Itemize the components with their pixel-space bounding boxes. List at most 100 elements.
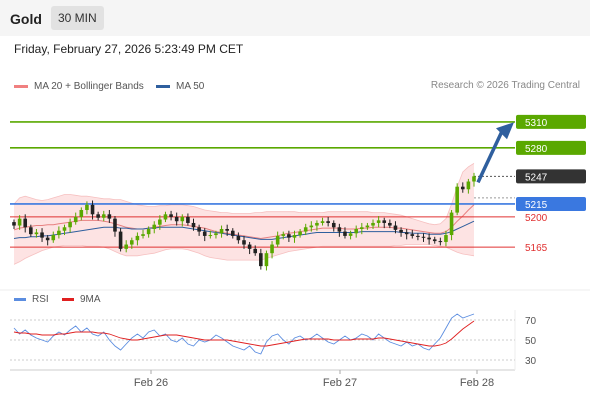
- candle-body: [393, 225, 398, 230]
- x-tick-label: Feb 26: [134, 377, 168, 389]
- candle-body: [348, 233, 353, 236]
- level-label-5165: 5165: [525, 243, 548, 254]
- candle-body: [230, 230, 235, 236]
- candle-body: [376, 220, 381, 223]
- level-label-5200: 5200: [525, 213, 548, 224]
- x-tick-label: Feb 27: [323, 377, 357, 389]
- candle-body: [354, 229, 358, 234]
- candle-body: [404, 232, 409, 235]
- candle-body: [472, 176, 476, 182]
- forecast-arrow-head: [496, 122, 514, 140]
- bollinger-upper-line: [13, 163, 475, 226]
- legend-rsi-label: RSI: [32, 294, 49, 305]
- candle-body: [331, 222, 336, 228]
- ma50-swatch: [156, 84, 170, 88]
- level-label-5247: 5247: [525, 172, 548, 183]
- candle-body: [73, 216, 78, 223]
- level-badge-5247: [516, 169, 586, 184]
- 9ma-swatch: [62, 298, 74, 301]
- candle-body: [113, 218, 117, 232]
- candle-body: [236, 235, 241, 241]
- header-bar: Gold 30 MIN: [0, 0, 590, 36]
- rsi-9ma-line: [13, 320, 475, 347]
- candle-body: [85, 204, 89, 210]
- candle-body: [427, 237, 431, 240]
- candle-body: [45, 237, 50, 241]
- instrument-title: Gold: [10, 11, 42, 27]
- candle-body: [371, 222, 375, 226]
- candle-body: [320, 221, 325, 223]
- candle-body: [101, 214, 106, 218]
- candle-body: [208, 235, 213, 237]
- candle-body: [68, 222, 72, 228]
- x-tick-label: Feb 28: [460, 377, 494, 389]
- candle-body: [315, 222, 319, 226]
- candle-body: [466, 181, 471, 190]
- level-badge-5310: [516, 114, 586, 129]
- rsi-tick-50: 50: [525, 336, 537, 347]
- timeframe-selector[interactable]: 30 MIN: [51, 6, 104, 30]
- candle-body: [444, 235, 448, 242]
- candle-body: [410, 234, 415, 236]
- rsi-tick-70: 70: [525, 316, 537, 327]
- candle-body: [309, 225, 314, 228]
- candle-body: [416, 235, 420, 237]
- candle-body: [135, 235, 140, 241]
- candle-body: [360, 227, 364, 229]
- candle-body: [118, 231, 123, 249]
- candle-body: [79, 210, 84, 217]
- candle-body: [264, 253, 269, 267]
- forecast-arrow-shaft: [476, 130, 504, 184]
- candle-body: [247, 244, 252, 249]
- legend-9ma: 9MA: [62, 294, 101, 305]
- candle-body: [141, 234, 145, 236]
- candle-body: [303, 227, 308, 232]
- candle-body: [259, 253, 263, 267]
- research-credit: Research © 2026 Trading Central: [430, 80, 580, 91]
- legend-rsi: RSI: [14, 294, 49, 305]
- candle-body: [365, 225, 370, 228]
- candle-body: [202, 231, 207, 236]
- candle-body: [163, 214, 168, 220]
- candle-body: [253, 248, 258, 254]
- legend-bollinger-label: MA 20 + Bollinger Bands: [34, 80, 144, 92]
- ma20-line: [13, 204, 475, 240]
- chart-datetime: Friday, February 27, 2026 5:23:49 PM CET: [14, 42, 244, 56]
- legend-ma50-label: MA 50: [176, 80, 205, 92]
- candle-body: [214, 233, 218, 236]
- legend-9ma-label: 9MA: [80, 294, 101, 305]
- candle-body: [124, 244, 128, 249]
- candle-body: [449, 212, 454, 236]
- candle-body: [421, 236, 426, 238]
- candle-body: [40, 232, 44, 238]
- candle-body: [455, 186, 459, 213]
- candle-body: [152, 224, 157, 229]
- candle-body: [281, 234, 286, 236]
- level-label-5280: 5280: [525, 144, 548, 155]
- candle-body: [96, 214, 100, 218]
- candle-body: [270, 244, 274, 254]
- candle-body: [388, 222, 392, 226]
- level-label-5310: 5310: [525, 118, 548, 129]
- candle-body: [399, 229, 403, 233]
- candle-body: [438, 241, 443, 243]
- candle-body: [343, 231, 347, 236]
- candle-body: [107, 214, 112, 219]
- candle-body: [298, 231, 302, 236]
- candle-body: [158, 219, 162, 225]
- candle-body: [219, 229, 224, 234]
- candle-body: [191, 222, 196, 228]
- candle-body: [12, 222, 16, 226]
- candle-body: [287, 234, 291, 238]
- rsi-tick-30: 30: [525, 356, 537, 367]
- legend-bollinger: MA 20 + Bollinger Bands: [14, 80, 144, 92]
- candle-body: [460, 186, 465, 190]
- candle-body: [34, 232, 39, 235]
- candle-body: [169, 214, 173, 217]
- candle-body: [62, 227, 67, 231]
- candle-body: [382, 220, 387, 223]
- bollinger-lower-line: [13, 244, 475, 265]
- candle-body: [90, 204, 95, 215]
- legend-ma50: MA 50: [156, 80, 204, 92]
